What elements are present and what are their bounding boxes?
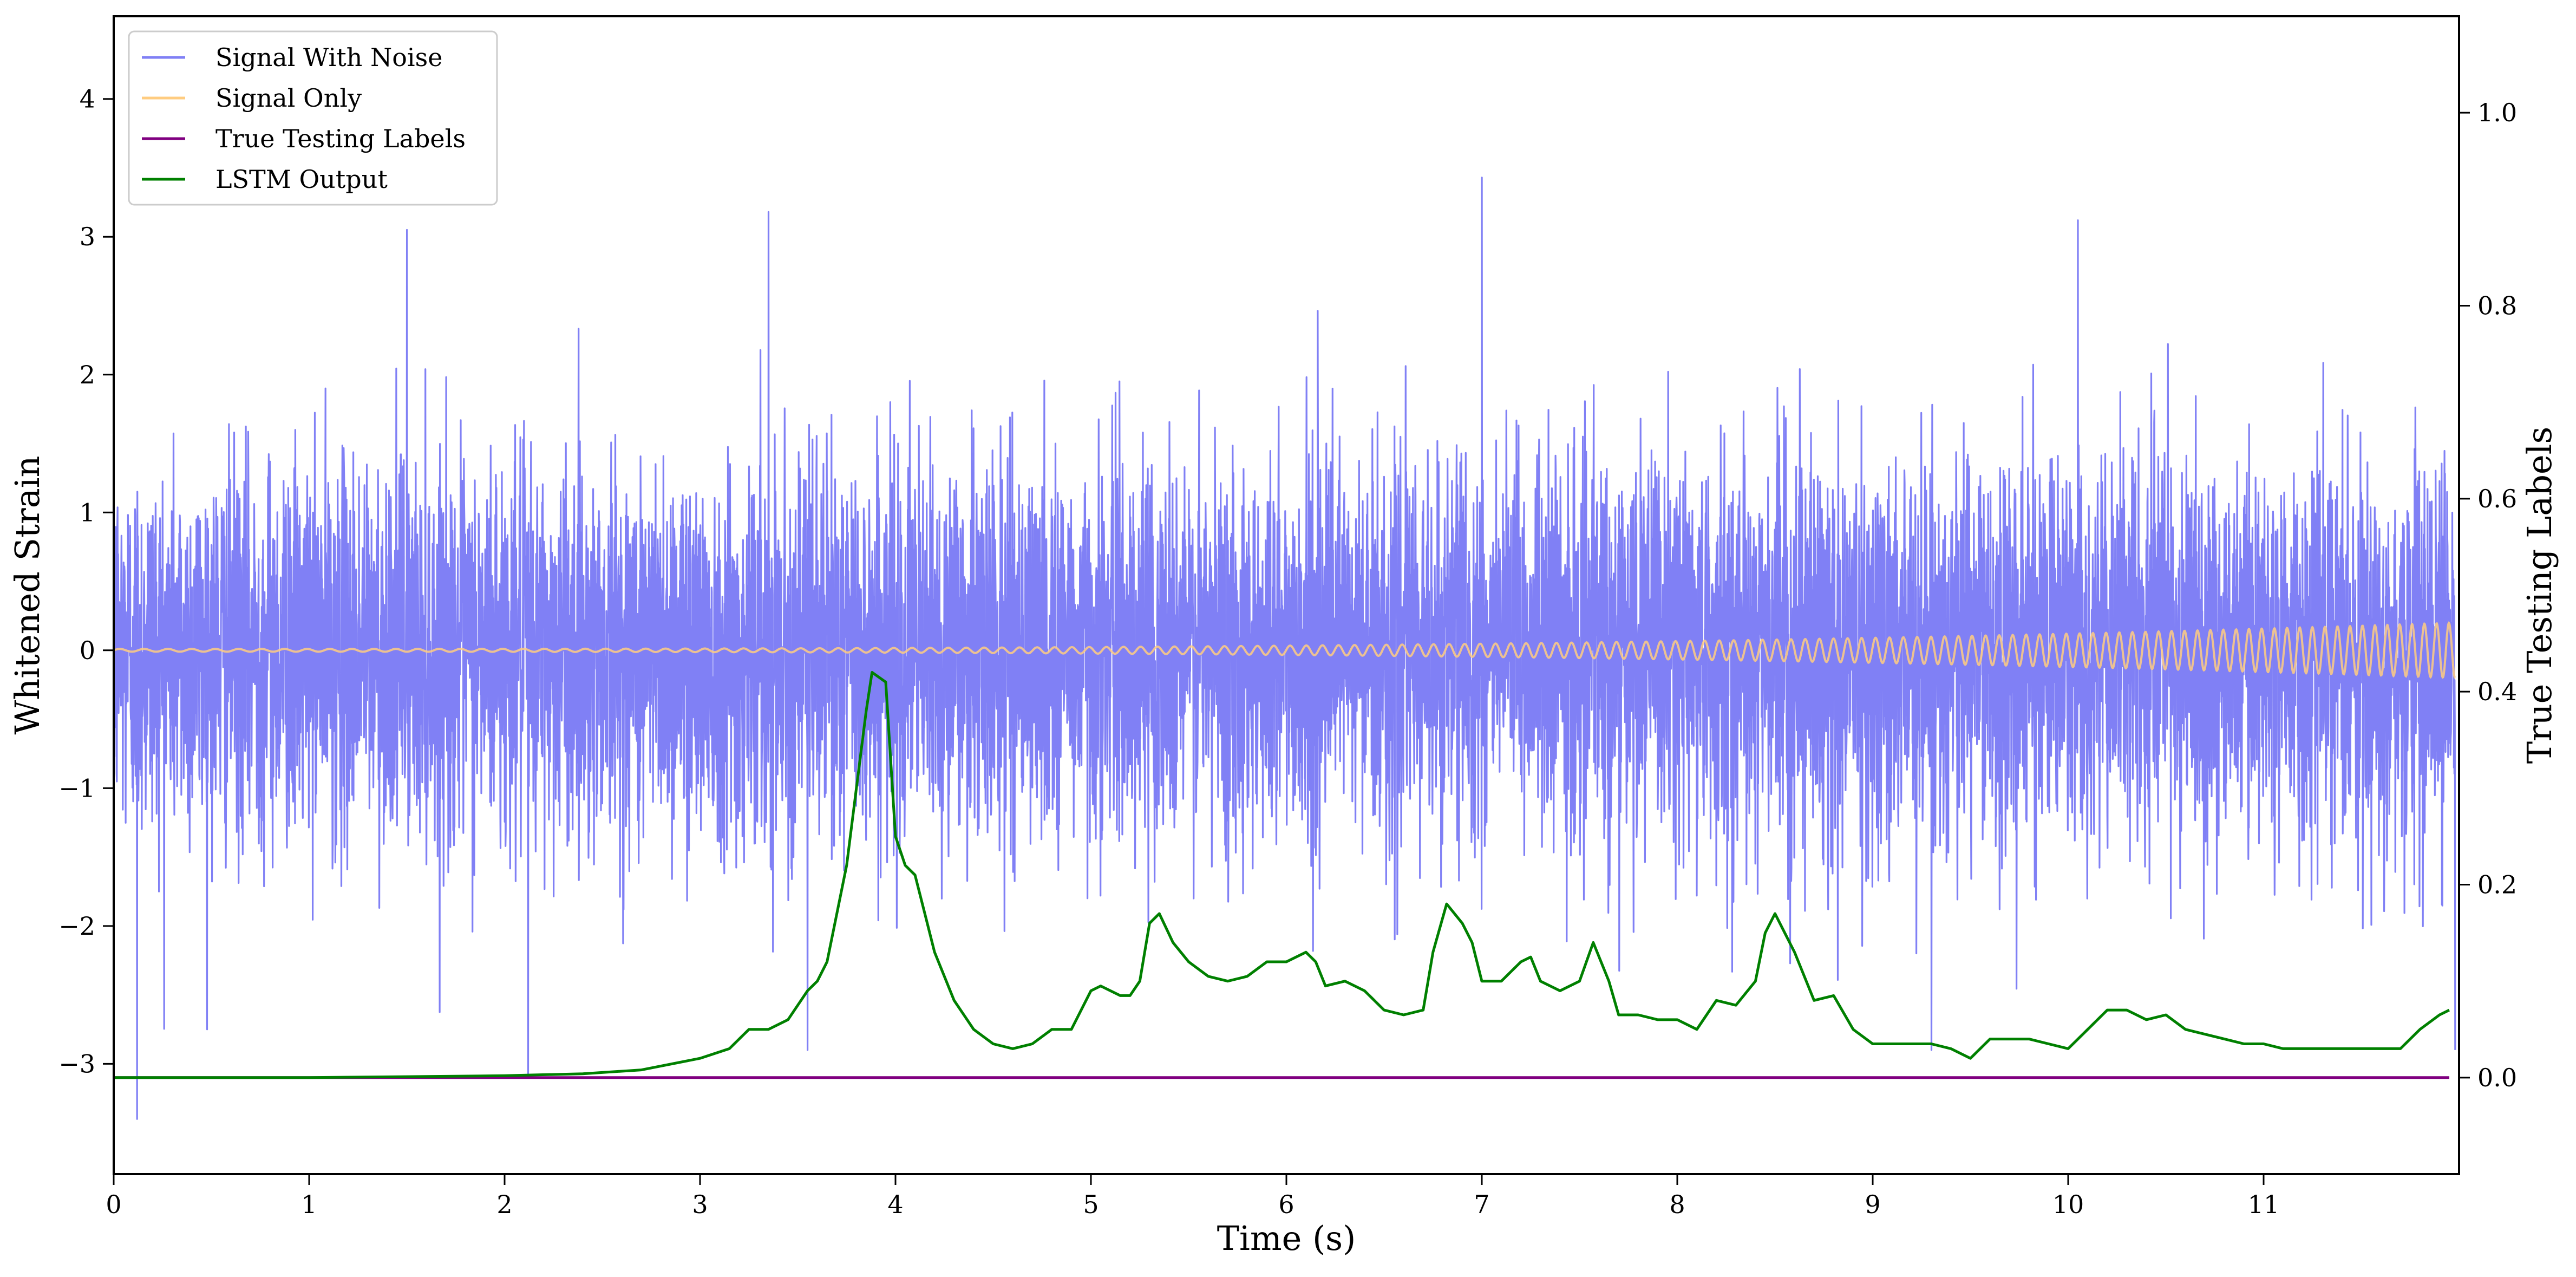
y-axis-left: −3 −2 −1 0 1 2 3 4 xyxy=(58,84,114,1078)
y2-axis-title: True Testing Labels xyxy=(2520,427,2559,764)
legend-entry-label: True Testing Labels xyxy=(215,124,466,153)
lstm-output-line xyxy=(114,671,2450,1079)
legend: Signal With Noise Signal Only True Testing… xyxy=(128,30,498,206)
x-tick-label: 6 xyxy=(1278,1190,1294,1219)
x-tick-label: 10 xyxy=(2052,1190,2084,1219)
x-tick-label: 9 xyxy=(1865,1190,1880,1219)
legend-entry-label: Signal Only xyxy=(215,83,362,113)
x-tick-label: 1 xyxy=(301,1190,317,1219)
x-tick-label: 0 xyxy=(106,1190,121,1219)
y2-tick-label: 0.0 xyxy=(2477,1063,2517,1092)
y-tick-label: 0 xyxy=(80,636,95,665)
y-tick-label: 2 xyxy=(80,360,95,389)
x-tick-label: 4 xyxy=(887,1190,903,1219)
legend-entry-label: Signal With Noise xyxy=(215,43,442,72)
x-tick-label: 2 xyxy=(496,1190,512,1219)
y-tick-label: 1 xyxy=(80,498,95,527)
y2-tick-label: 1.0 xyxy=(2477,98,2517,127)
y-tick-label: 4 xyxy=(80,84,95,114)
x-tick-label: 11 xyxy=(2248,1190,2280,1219)
y2-tick-label: 0.6 xyxy=(2477,484,2517,513)
y-axis-right: 0.0 0.2 0.4 0.6 0.8 1.0 xyxy=(2459,98,2517,1092)
x-tick-label: 7 xyxy=(1474,1190,1489,1219)
y-tick-label: 3 xyxy=(80,222,95,251)
signal-only-line xyxy=(113,621,2456,679)
x-axis: 0 1 2 3 4 5 6 7 8 9 10 11 xyxy=(106,1174,2279,1219)
x-axis-title: Time (s) xyxy=(1217,1219,1356,1258)
y2-tick-label: 0.4 xyxy=(2477,677,2517,706)
lstm-output-series xyxy=(114,671,2450,1079)
y2-tick-label: 0.2 xyxy=(2477,870,2517,900)
legend-box xyxy=(128,30,498,206)
signal-only-series xyxy=(113,621,2456,679)
signal-with-noise-line xyxy=(113,177,2456,1120)
x-tick-label: 5 xyxy=(1083,1190,1099,1219)
signal-with-noise-series xyxy=(113,177,2456,1120)
y-tick-label: −3 xyxy=(58,1049,95,1078)
y-tick-label: −2 xyxy=(58,911,95,941)
legend-entry-label: LSTM Output xyxy=(215,165,388,194)
x-tick-label: 3 xyxy=(692,1190,708,1219)
y-tick-label: −1 xyxy=(58,773,95,803)
y-axis-title: Whitened Strain xyxy=(8,456,47,735)
y2-tick-label: 0.8 xyxy=(2477,291,2517,321)
x-tick-label: 8 xyxy=(1669,1190,1685,1219)
